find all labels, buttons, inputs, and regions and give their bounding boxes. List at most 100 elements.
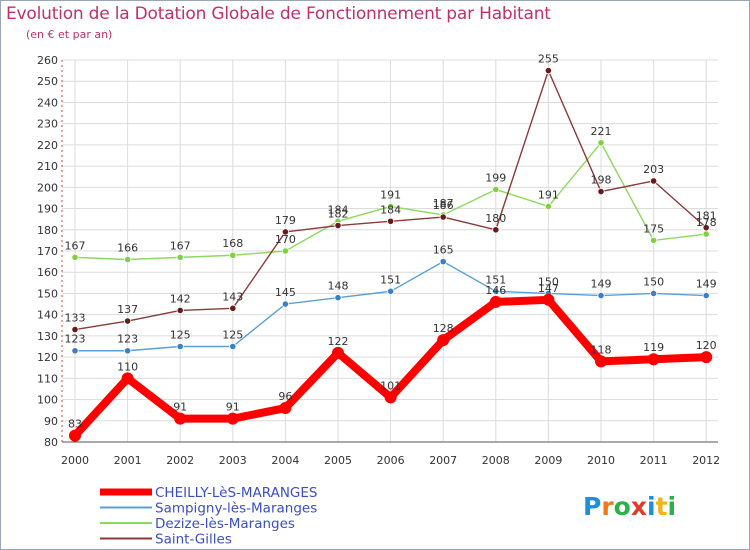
- y-tick-label: 200: [37, 181, 58, 194]
- data-point: [226, 412, 239, 425]
- data-point: [229, 304, 237, 312]
- y-tick-label: 170: [37, 245, 58, 258]
- x-tick-label: 2003: [219, 454, 247, 467]
- data-label: 101: [380, 379, 401, 392]
- data-label: 179: [275, 214, 296, 227]
- y-tick-label: 260: [37, 54, 58, 67]
- data-label: 178: [696, 216, 717, 229]
- data-point: [176, 306, 184, 315]
- x-tick-label: 2012: [692, 454, 720, 467]
- data-label: 145: [275, 286, 296, 299]
- data-label: 221: [591, 125, 612, 138]
- data-label: 125: [170, 329, 191, 342]
- data-label: 149: [696, 278, 717, 291]
- logo-letter: t: [655, 492, 668, 521]
- data-label: 184: [328, 203, 349, 216]
- chart-subtitle: (en € et par an): [26, 28, 113, 41]
- data-point: [489, 295, 502, 308]
- data-label: 143: [222, 290, 243, 303]
- data-point: [334, 221, 342, 230]
- data-label: 118: [591, 343, 612, 356]
- x-tick-label: 2006: [377, 454, 405, 467]
- logo-letter: o: [613, 492, 631, 521]
- data-label: 133: [65, 312, 86, 325]
- y-tick-label: 90: [44, 415, 58, 428]
- data-point: [597, 187, 605, 196]
- x-tick-label: 2002: [166, 454, 194, 467]
- data-point: [69, 429, 81, 442]
- data-point: [544, 202, 553, 211]
- data-point: [437, 334, 450, 347]
- y-tick-label: 80: [44, 436, 58, 449]
- x-tick-label: 2007: [429, 454, 457, 467]
- data-label: 123: [65, 333, 86, 346]
- x-tick-label: 2001: [114, 454, 142, 467]
- data-label: 191: [380, 188, 401, 201]
- chart-title: Evolution de la Dotation Globale de Fonc…: [6, 4, 551, 24]
- x-tick-label: 2011: [640, 454, 668, 467]
- data-label: 167: [65, 239, 86, 252]
- data-label: 199: [485, 171, 506, 184]
- data-point: [700, 351, 713, 364]
- data-label: 168: [222, 237, 243, 250]
- data-label: 150: [538, 275, 559, 288]
- data-label: 198: [591, 174, 612, 187]
- data-point: [279, 402, 292, 415]
- data-label: 137: [117, 303, 138, 316]
- data-label: 128: [433, 322, 454, 335]
- data-point: [492, 226, 500, 234]
- data-point: [174, 412, 187, 425]
- y-tick-label: 160: [37, 266, 58, 279]
- data-point: [334, 294, 342, 302]
- data-point: [542, 293, 555, 306]
- data-label: 165: [433, 244, 454, 257]
- data-label: 191: [538, 188, 559, 201]
- data-point: [281, 228, 289, 236]
- data-point: [649, 177, 658, 185]
- data-point: [176, 342, 184, 351]
- data-point: [124, 347, 132, 355]
- data-label: 146: [485, 284, 506, 297]
- data-label: 255: [538, 53, 559, 66]
- data-label: 180: [485, 212, 506, 225]
- data-point: [121, 372, 134, 385]
- x-tick-label: 2000: [61, 454, 89, 467]
- data-point: [229, 251, 237, 259]
- data-point: [492, 185, 500, 194]
- y-tick-label: 100: [37, 394, 58, 407]
- data-label: 122: [328, 335, 349, 348]
- data-point: [384, 391, 397, 404]
- data-label: 96: [278, 390, 292, 403]
- data-point: [649, 289, 658, 298]
- data-label: 123: [117, 333, 138, 346]
- data-point: [281, 300, 289, 308]
- data-point: [597, 291, 605, 300]
- x-tick-label: 2008: [482, 454, 510, 467]
- data-label: 203: [643, 163, 664, 176]
- logo-letter: r: [601, 492, 614, 521]
- y-tick-label: 140: [37, 309, 58, 322]
- data-label: 125: [222, 329, 243, 342]
- data-label: 166: [117, 241, 138, 254]
- y-tick-label: 190: [37, 203, 58, 216]
- data-label: 120: [696, 339, 717, 352]
- data-point: [229, 342, 237, 351]
- data-label: 150: [643, 275, 664, 288]
- data-label: 110: [117, 360, 138, 373]
- data-point: [71, 325, 79, 334]
- data-label: 147: [538, 282, 559, 295]
- proxiti-logo: Proxiti: [583, 492, 676, 521]
- data-label: 182: [328, 208, 349, 221]
- data-point: [702, 291, 710, 300]
- data-point: [176, 253, 184, 261]
- legend-label: Dezize-lès-Maranges: [155, 516, 295, 532]
- data-label: 148: [328, 280, 349, 293]
- data-point: [386, 287, 395, 295]
- data-label: 175: [643, 222, 664, 235]
- data-point: [647, 353, 660, 366]
- data-point: [597, 139, 605, 147]
- legend-label: Saint-Gilles: [155, 532, 232, 548]
- data-point: [71, 347, 79, 355]
- data-point: [332, 346, 344, 359]
